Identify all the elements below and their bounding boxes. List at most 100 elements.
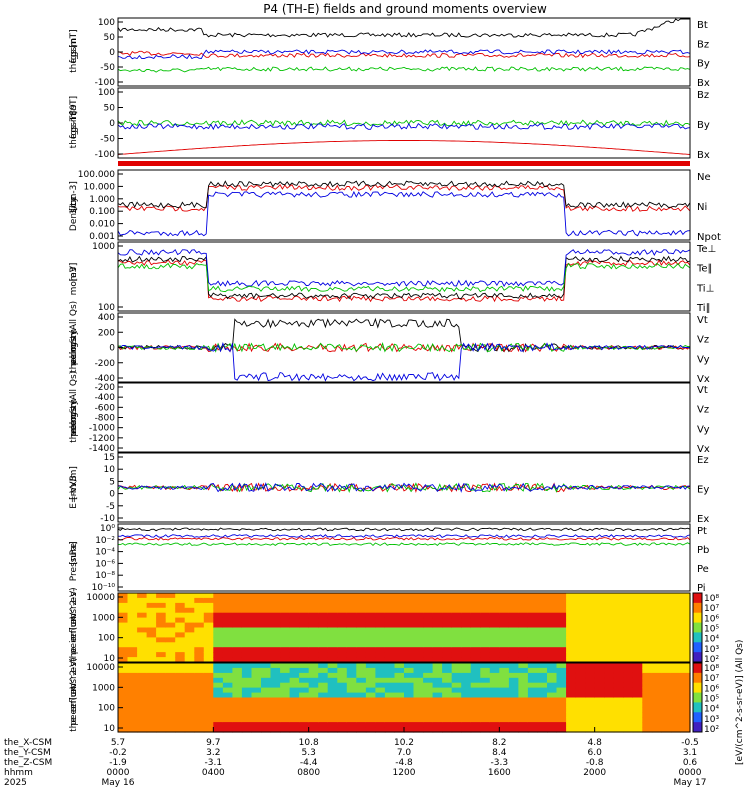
heat-cell — [623, 627, 634, 633]
heat-cell — [632, 692, 643, 699]
heat-cell — [222, 622, 233, 629]
legend-Bz: Bz — [697, 39, 709, 50]
y-tick-label: -800 — [95, 414, 116, 424]
heat-cell — [642, 697, 653, 703]
heat-cell — [518, 672, 529, 679]
heat-cell — [632, 612, 643, 619]
heat-cell — [632, 707, 643, 713]
heat-cell — [308, 627, 319, 633]
heat-cell — [165, 717, 176, 723]
heat-cell — [280, 677, 291, 684]
heat-cell — [556, 663, 567, 669]
heat-cell — [375, 722, 386, 728]
y-label-line: gsm — [69, 399, 79, 418]
heat-cell — [384, 717, 395, 723]
heat-cell — [537, 722, 548, 728]
trace-Bt — [117, 18, 690, 38]
heat-cell — [499, 607, 510, 614]
heat-cell — [651, 657, 662, 663]
heat-cell — [337, 702, 348, 708]
heat-cell — [470, 682, 481, 689]
heat-cell — [499, 617, 510, 624]
heat-cell — [442, 717, 453, 723]
heat-cell — [670, 627, 681, 633]
heat-cell — [480, 597, 491, 604]
heat-cell — [527, 622, 538, 629]
heat-cell — [556, 627, 567, 633]
heat-cell — [651, 707, 662, 713]
xaxis-value: 3.2 — [206, 748, 220, 758]
heat-cell — [156, 697, 167, 703]
heat-cell — [222, 627, 233, 633]
heat-cell — [146, 617, 157, 624]
heat-cell — [470, 632, 481, 638]
heat-cell — [518, 722, 529, 728]
heat-cell — [480, 677, 491, 684]
heat-cell — [308, 597, 319, 604]
heat-cell — [413, 727, 424, 733]
heat-cell — [661, 687, 672, 694]
heat-cell — [480, 642, 491, 648]
heat-cell — [289, 717, 300, 723]
heat-cell — [423, 682, 434, 689]
heat-cell — [585, 663, 596, 669]
heat-cell — [508, 637, 519, 643]
heat-cell — [508, 657, 519, 663]
heat-cell — [394, 642, 405, 648]
heat-cell — [318, 652, 329, 658]
heat-cell — [423, 677, 434, 684]
heat-cell — [451, 602, 462, 609]
heat-cell — [566, 712, 577, 718]
heat-cell — [375, 727, 386, 733]
heat-cell — [527, 677, 538, 684]
heat-cell — [261, 597, 272, 604]
heat-cell — [651, 593, 662, 599]
heat-cell — [527, 667, 538, 674]
heat-cell — [404, 682, 415, 689]
heat-cell — [346, 702, 357, 708]
heat-cell — [213, 602, 224, 609]
heat-cell — [384, 727, 395, 733]
heat-cell — [356, 727, 367, 733]
heat-cell — [137, 727, 148, 733]
heat-cell — [118, 692, 129, 699]
heat-cell — [194, 692, 205, 699]
heat-cell — [280, 663, 291, 669]
heat-cell — [604, 722, 615, 728]
heat-cell — [384, 602, 395, 609]
heat-cell — [547, 617, 558, 624]
heat-cell — [575, 717, 586, 723]
heat-cell — [575, 642, 586, 648]
y-label-line: gsm — [69, 113, 79, 132]
heat-cell — [451, 712, 462, 718]
heat-cell — [318, 607, 329, 614]
heat-cell — [213, 617, 224, 624]
heat-cell — [194, 682, 205, 689]
heat-cell — [594, 692, 605, 699]
heat-cell — [547, 702, 558, 708]
y-tick-label: 10000 — [86, 663, 115, 673]
panel-pressure: 10⁰10⁻²10⁻⁴10⁻⁶10⁻⁸10⁻¹⁰Pressure[nPa]PtP… — [69, 523, 709, 594]
heat-cell — [203, 622, 214, 629]
heat-cell — [594, 617, 605, 624]
heat-cell — [299, 672, 310, 679]
heat-cell — [594, 663, 605, 669]
heat-cell — [251, 652, 262, 658]
heat-cell — [175, 602, 186, 609]
heat-cell — [261, 692, 272, 699]
heat-cell — [384, 607, 395, 614]
heat-cell — [346, 647, 357, 653]
heat-cell — [404, 632, 415, 638]
heat-cell — [346, 672, 357, 679]
legend-Vy: Vy — [697, 424, 710, 435]
heat-cell — [365, 617, 376, 624]
heat-cell — [613, 687, 624, 694]
heat-cell — [442, 632, 453, 638]
heat-cell — [670, 667, 681, 674]
heat-cell — [118, 652, 129, 658]
heat-cell — [299, 707, 310, 713]
heat-cell — [346, 697, 357, 703]
